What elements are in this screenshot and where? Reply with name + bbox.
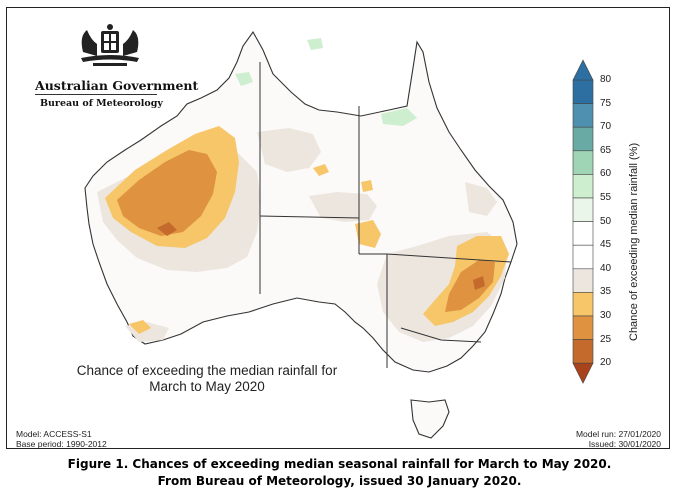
- colorbar-upper-arrow: [572, 59, 594, 81]
- colorbar-tick-label: 55: [600, 192, 612, 203]
- colorbar-segment: [572, 126, 594, 152]
- nt-sa-border: [259, 215, 360, 219]
- figure-caption-line2: From Bureau of Meteorology, issued 30 Ja…: [157, 474, 522, 488]
- colorbar-tick-label: 60: [600, 168, 612, 180]
- colorbar-tick-label: 65: [600, 144, 612, 156]
- model-label: Model: ACCESS-S1: [16, 429, 92, 439]
- colorbar-segment: [572, 292, 594, 317]
- colorbar-tick-label: 50: [600, 215, 612, 227]
- tasmania: [410, 399, 450, 439]
- issued-label: Issued: 30/01/2020: [588, 439, 661, 449]
- colorbar-segment: [572, 150, 594, 175]
- colorbar-tick-label: 30: [600, 310, 612, 321]
- legend-title: Chance of exceeding median rainfall (%): [628, 142, 640, 341]
- colorbar-segment: [572, 315, 594, 340]
- colorbar-segment: [572, 221, 594, 246]
- colorbar-tick-label: 75: [600, 97, 612, 109]
- colorbar-tick-label: 20: [600, 357, 612, 369]
- figure-caption-line1: Figure 1. Chances of exceeding median se…: [67, 457, 612, 471]
- government-wordmark: Australian Government: [35, 78, 199, 93]
- colorbar-segment: [572, 339, 594, 364]
- coat-of-arms-icon: [81, 24, 139, 66]
- colorbar-tick-label: 40: [600, 262, 612, 274]
- colorbar-segment: [572, 268, 594, 293]
- forecast-figure-frame: Australian Government Bureau of Meteorol…: [6, 7, 670, 449]
- nsw-vic-border: [400, 327, 482, 343]
- colorbar-segment: [572, 197, 594, 222]
- colorbar-tick-label: 25: [600, 333, 612, 345]
- legend-colorbar: [572, 59, 594, 384]
- agency-wordmark: Bureau of Meteorology: [40, 98, 163, 109]
- model-run-label: Model run: 27/01/2020: [575, 429, 661, 439]
- australia-rainfall-map: [84, 30, 518, 439]
- colorbar-segment: [572, 103, 594, 128]
- colorbar-segment: [572, 79, 594, 104]
- colorbar-segment: [572, 174, 594, 199]
- colorbar-tick-label: 35: [600, 286, 612, 298]
- colorbar-segment: [572, 244, 594, 270]
- colorbar-lower-arrow: [572, 362, 594, 384]
- colorbar-tick-label: 80: [600, 74, 612, 85]
- map-caption-line1: Chance of exceeding the median rainfall …: [76, 363, 338, 378]
- colorbar-tick-label: 45: [600, 239, 612, 251]
- base-period-label: Base period: 1990-2012: [16, 439, 107, 449]
- map-caption-line2: March to May 2020: [149, 379, 265, 394]
- colorbar-tick-label: 70: [600, 121, 612, 133]
- logo-divider: [35, 94, 157, 95]
